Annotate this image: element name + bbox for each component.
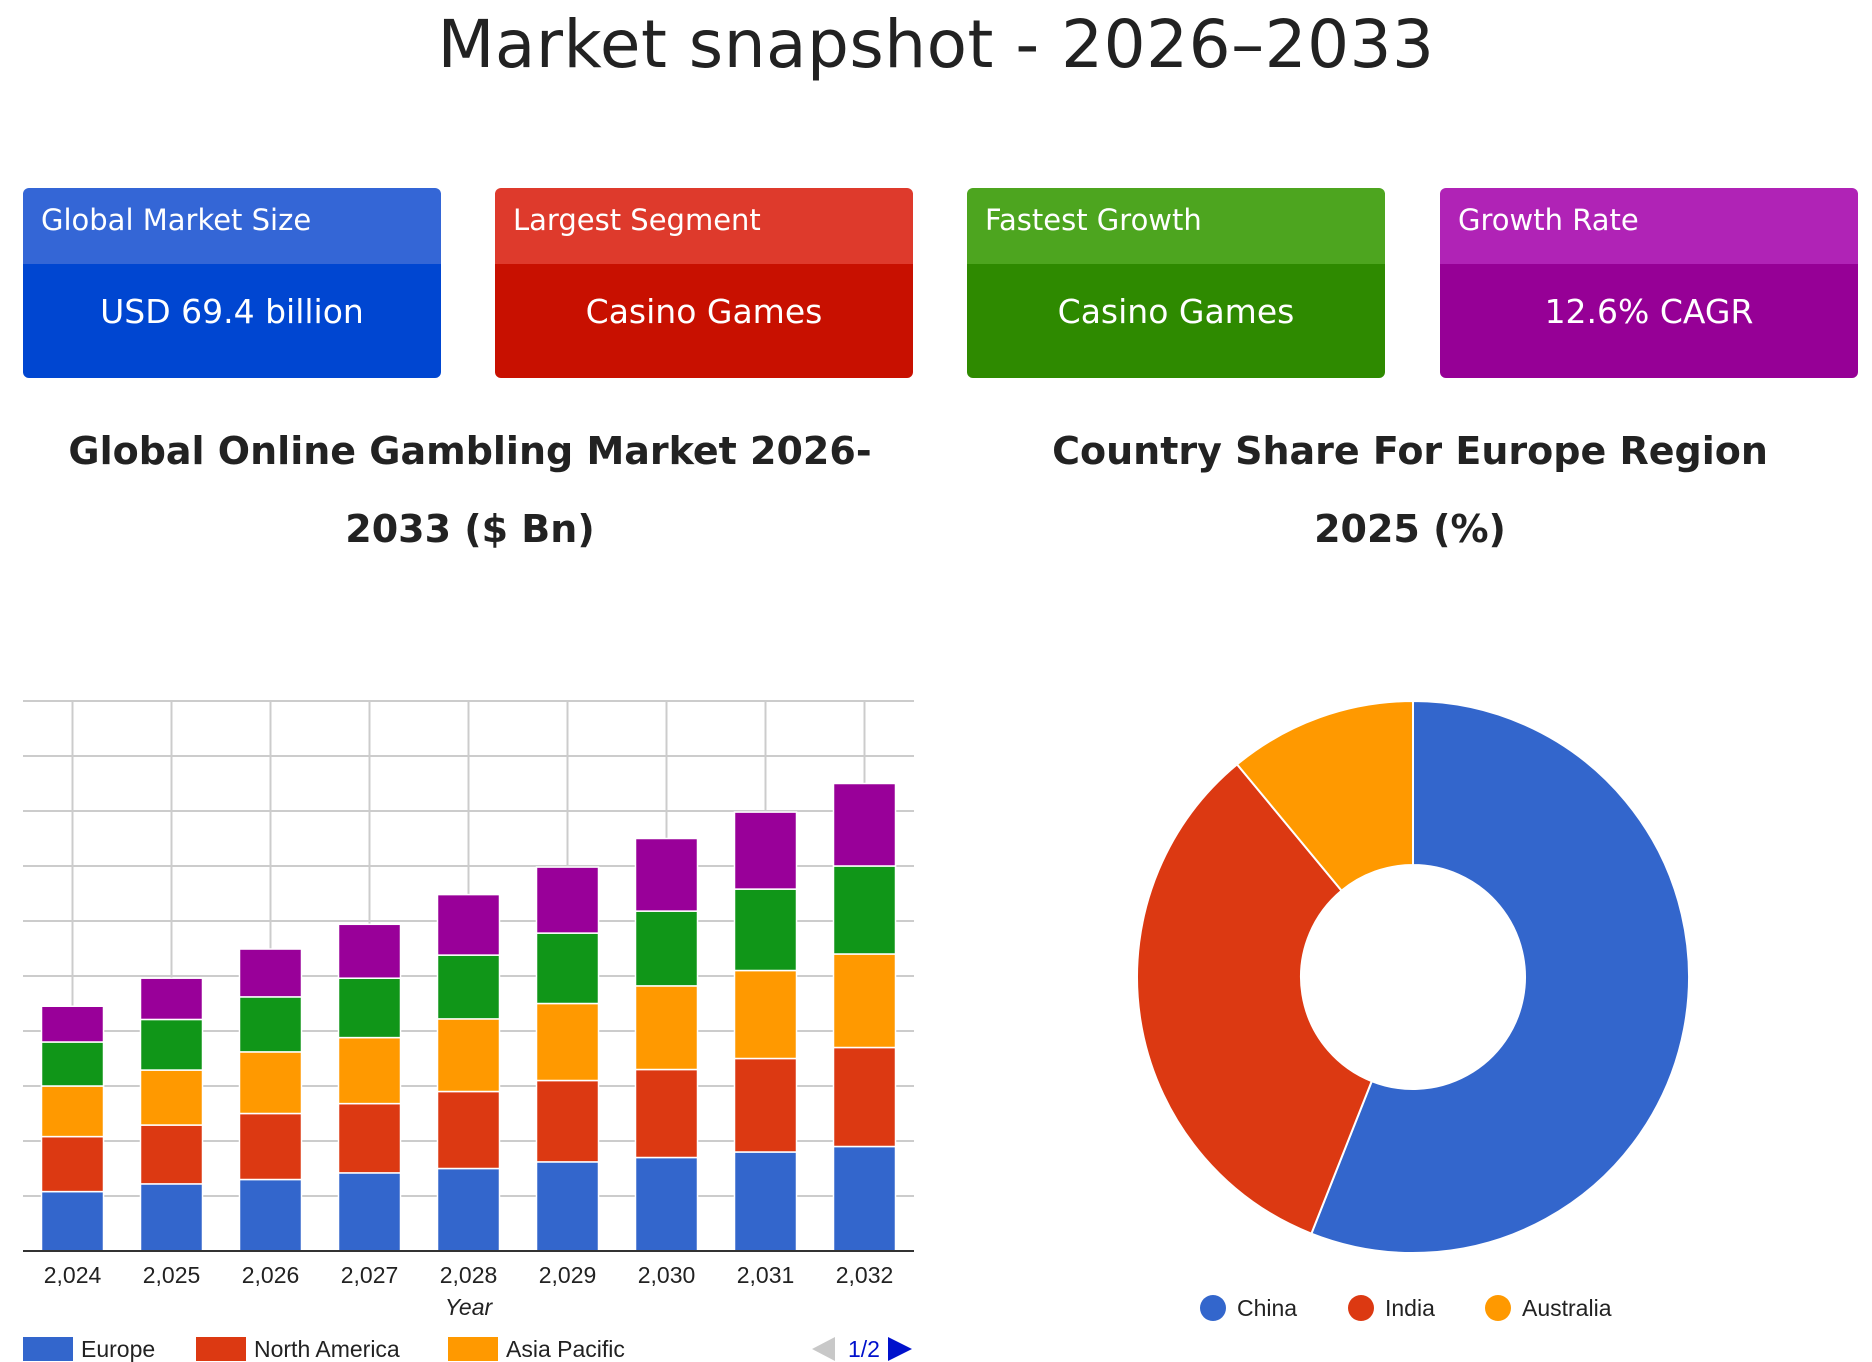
legend-item[interactable]: India xyxy=(1348,1295,1435,1321)
bar-segment[interactable] xyxy=(535,1002,600,1082)
bar-segment[interactable] xyxy=(535,1079,600,1163)
bar-segment[interactable] xyxy=(139,1069,204,1126)
card-label: Largest Segment xyxy=(495,188,913,264)
bar-segment[interactable] xyxy=(832,782,897,867)
bar-segment[interactable] xyxy=(238,996,303,1053)
bar-segment[interactable] xyxy=(337,1102,402,1174)
legend-item[interactable]: Asia Pacific xyxy=(448,1336,625,1362)
bar-segment[interactable] xyxy=(337,1172,402,1252)
stacked-bar-chart: 2,024 2,025 2,026 2,027 2,028 2,029 2,030 2,031… xyxy=(23,700,914,1362)
bar-segment[interactable] xyxy=(337,977,402,1039)
legend-label: Australia xyxy=(1522,1295,1612,1321)
summary-cards: Global Market Size USD 69.4 billion Larg… xyxy=(23,188,1858,378)
card-market-size: Global Market Size USD 69.4 billion xyxy=(23,188,441,378)
card-value: USD 69.4 billion xyxy=(23,264,441,378)
bar-segment[interactable] xyxy=(238,1051,303,1115)
card-largest-segment: Largest Segment Casino Games xyxy=(495,188,913,378)
pie-slice[interactable] xyxy=(1310,699,1690,1254)
bar-segment[interactable] xyxy=(634,910,699,987)
legend-next-icon[interactable] xyxy=(888,1337,912,1361)
card-label: Growth Rate xyxy=(1440,188,1858,264)
legend-label: India xyxy=(1385,1295,1435,1321)
bar-segment[interactable] xyxy=(436,1090,501,1170)
legend-prev-icon[interactable] xyxy=(812,1337,835,1361)
bar-segment[interactable] xyxy=(40,1085,105,1138)
bar-segment[interactable] xyxy=(733,1057,798,1153)
bar-segment[interactable] xyxy=(40,1190,105,1252)
card-value: Casino Games xyxy=(967,264,1385,378)
bar-segment[interactable] xyxy=(238,1112,303,1181)
legend-page-indicator: 1/2 xyxy=(848,1336,880,1362)
bar-segment[interactable] xyxy=(733,969,798,1060)
card-label: Fastest Growth xyxy=(967,188,1385,264)
card-value: 12.6% CAGR xyxy=(1440,264,1858,378)
bar-segment[interactable] xyxy=(634,837,699,912)
legend-label: China xyxy=(1237,1295,1297,1321)
bar-segment[interactable] xyxy=(832,1145,897,1252)
bar-segment[interactable] xyxy=(436,893,501,956)
bar-segment[interactable] xyxy=(733,811,798,890)
legend-swatch xyxy=(448,1337,498,1361)
bar-segment[interactable] xyxy=(832,953,897,1049)
bar-segment[interactable] xyxy=(535,866,600,934)
card-growth-rate: Growth Rate 12.6% CAGR xyxy=(1440,188,1858,378)
x-axis-label: Year xyxy=(445,1294,494,1320)
pie-slice[interactable] xyxy=(1136,762,1374,1235)
x-tick-label: 2,027 xyxy=(341,1262,399,1288)
legend-label: Asia Pacific xyxy=(506,1336,625,1362)
card-fastest-growth: Fastest Growth Casino Games xyxy=(967,188,1385,378)
bar-segment[interactable] xyxy=(40,1005,105,1043)
bar-segment[interactable] xyxy=(40,1041,105,1087)
legend-item[interactable]: Europe xyxy=(23,1336,155,1362)
x-tick-label: 2,028 xyxy=(440,1262,498,1288)
x-tick-label: 2,026 xyxy=(242,1262,300,1288)
bar-segment[interactable] xyxy=(139,1018,204,1071)
bar-segment[interactable] xyxy=(436,1018,501,1093)
pie-slice[interactable] xyxy=(1235,699,1414,893)
card-label: Global Market Size xyxy=(23,188,441,264)
bar-chart-title: Global Online Gambling Market 2026-2033 … xyxy=(68,429,872,551)
legend-swatch xyxy=(1348,1295,1374,1321)
x-tick-label: 2,025 xyxy=(143,1262,201,1288)
bar-segment[interactable] xyxy=(634,1068,699,1159)
legend-swatch xyxy=(1485,1295,1511,1321)
legend-swatch xyxy=(1200,1295,1226,1321)
bar-segment[interactable] xyxy=(139,977,204,1021)
bar-segment[interactable] xyxy=(436,954,501,1020)
bar-segment[interactable] xyxy=(733,1151,798,1252)
bar-segment[interactable] xyxy=(436,1167,501,1252)
card-value: Casino Games xyxy=(495,264,913,378)
legend-swatch xyxy=(23,1337,73,1361)
x-tick-label: 2,024 xyxy=(44,1262,102,1288)
legend-item[interactable]: North America xyxy=(196,1336,400,1362)
bar-segment[interactable] xyxy=(535,932,600,1005)
bar-segment[interactable] xyxy=(832,865,897,955)
bar-segment[interactable] xyxy=(832,1046,897,1148)
bar-segment[interactable] xyxy=(40,1135,105,1193)
bar-segment[interactable] xyxy=(733,888,798,972)
x-tick-label: 2,030 xyxy=(638,1262,696,1288)
donut-chart: China India Australia xyxy=(1136,699,1690,1321)
x-tick-label: 2,032 xyxy=(836,1262,894,1288)
bar-segment[interactable] xyxy=(337,923,402,979)
bar-segment[interactable] xyxy=(238,1178,303,1252)
x-tick-label: 2,029 xyxy=(539,1262,597,1288)
page-title: Market snapshot - 2026–2033 xyxy=(437,6,1435,83)
x-tick-label: 2,031 xyxy=(737,1262,795,1288)
legend-swatch xyxy=(196,1337,246,1361)
bar-segment[interactable] xyxy=(634,985,699,1071)
bar-segment[interactable] xyxy=(139,1183,204,1252)
legend-item[interactable]: China xyxy=(1200,1295,1297,1321)
bar-segment[interactable] xyxy=(139,1124,204,1185)
bar-segment[interactable] xyxy=(535,1161,600,1252)
bar-segment[interactable] xyxy=(238,948,303,998)
bar-segment[interactable] xyxy=(634,1156,699,1252)
legend-label: North America xyxy=(254,1336,400,1362)
legend-item[interactable]: Australia xyxy=(1485,1295,1612,1321)
pie-chart-title: Country Share For Europe Region 2025 (%) xyxy=(1052,429,1768,551)
legend-label: Europe xyxy=(81,1336,155,1362)
bar-segment[interactable] xyxy=(337,1036,402,1105)
